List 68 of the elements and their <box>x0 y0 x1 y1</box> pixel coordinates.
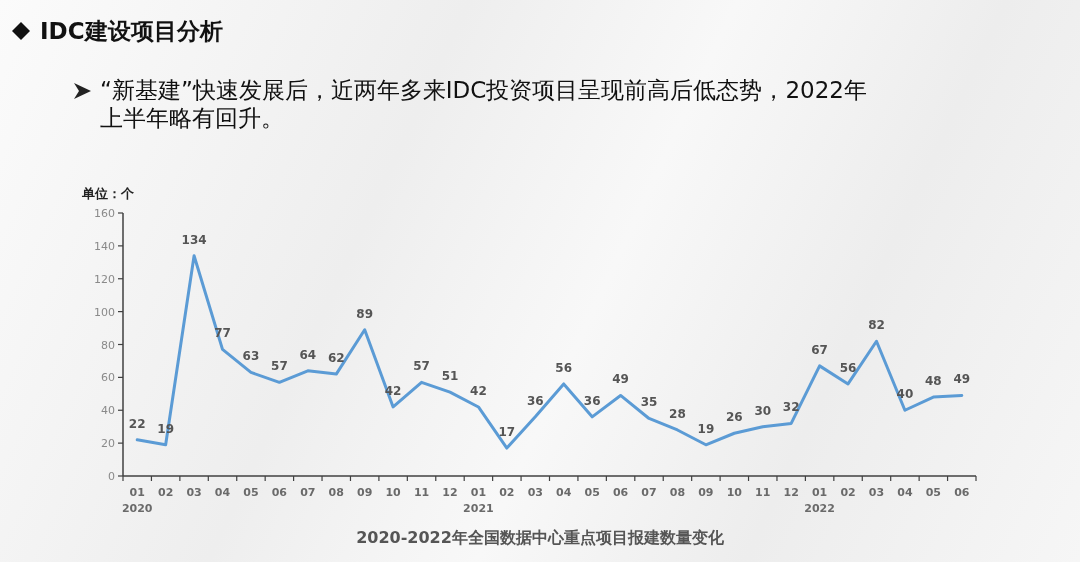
x-tick-label: 10 <box>385 486 402 499</box>
data-label: 28 <box>669 406 686 421</box>
data-label: 57 <box>413 359 430 374</box>
x-tick-label: 05 <box>925 486 942 499</box>
x-tick-label: 01 2022 <box>804 486 835 515</box>
data-label: 134 <box>181 232 207 247</box>
x-tick-label: 05 <box>584 486 600 499</box>
data-label: 67 <box>811 342 828 357</box>
data-label: 19 <box>697 421 715 436</box>
x-tick-label: 03 <box>868 486 885 499</box>
data-label: 64 <box>299 347 317 362</box>
data-label: 36 <box>583 393 601 408</box>
y-tick-label: 20 <box>101 437 115 451</box>
chart-subtitle: “新基建”快速发展后，近两年多来IDC投资项目呈现前高后低态势，2022年上半年略有回升。 <box>100 76 868 132</box>
x-tick-label: 04 <box>897 486 913 499</box>
chart-title: IDC建设项目分析 <box>40 17 223 46</box>
x-tick-label: 01 2020 <box>121 486 153 515</box>
data-label: 56 <box>555 360 573 375</box>
x-tick-label: 12 <box>783 486 799 499</box>
data-label: 36 <box>526 393 544 408</box>
x-tick-label: 03 <box>186 486 202 499</box>
x-tick-label: 04 <box>556 486 572 499</box>
data-label: 30 <box>754 403 772 418</box>
data-label: 49 <box>953 372 971 387</box>
y-tick-label: 40 <box>101 404 115 418</box>
x-tick-label: 02 <box>157 486 174 499</box>
y-axis-title: 单位：个 <box>81 186 135 201</box>
data-label: 48 <box>925 374 942 389</box>
data-label: 42 <box>470 383 487 398</box>
data-label: 82 <box>868 318 885 333</box>
x-tick-label: 07 <box>300 486 316 499</box>
y-tick-label: 80 <box>101 338 115 352</box>
x-tick-label: 09 <box>698 486 714 499</box>
data-label: 51 <box>441 369 459 384</box>
x-tick-label: 02 <box>499 486 515 499</box>
x-tick-label: 08 <box>669 486 686 499</box>
x-tick-label: 06 <box>954 486 970 499</box>
data-label: 26 <box>725 410 743 425</box>
y-tick-label: 140 <box>94 239 115 253</box>
y-tick-label: 160 <box>94 207 115 220</box>
x-tick-label: 04 <box>214 486 231 499</box>
x-tick-label: 10 <box>726 486 743 499</box>
data-label: 62 <box>327 351 345 366</box>
x-tick-label: 11 <box>413 486 430 499</box>
x-tick-label: 01 2021 <box>463 486 494 515</box>
y-tick-label: 120 <box>94 272 115 286</box>
x-tick-label: 03 <box>527 486 543 499</box>
y-tick-label: 60 <box>101 371 115 385</box>
x-tick-label: 08 <box>328 486 344 499</box>
data-label: 57 <box>271 359 288 374</box>
x-tick-label: 06 <box>612 486 629 499</box>
data-label: 63 <box>242 349 260 364</box>
x-tick-label: 09 <box>357 486 373 499</box>
x-tick-label: 11 <box>755 486 771 499</box>
data-label: 89 <box>356 306 374 321</box>
x-tick-label: 06 <box>271 486 288 499</box>
data-label: 17 <box>498 425 516 440</box>
x-tick-label: 12 <box>442 486 458 499</box>
x-tick-label: 07 <box>641 486 657 499</box>
data-label: 49 <box>612 372 629 387</box>
data-label: 35 <box>640 395 658 410</box>
x-tick-label: 05 <box>243 486 259 499</box>
data-label: 56 <box>839 360 857 375</box>
x-tick-label: 02 <box>840 486 856 499</box>
y-tick-label: 100 <box>94 305 115 319</box>
data-label: 22 <box>128 416 146 431</box>
text: 2020-2022年全国数据中心重点项目报建数量变化 <box>356 528 725 547</box>
y-tick-label: 0 <box>108 470 115 483</box>
